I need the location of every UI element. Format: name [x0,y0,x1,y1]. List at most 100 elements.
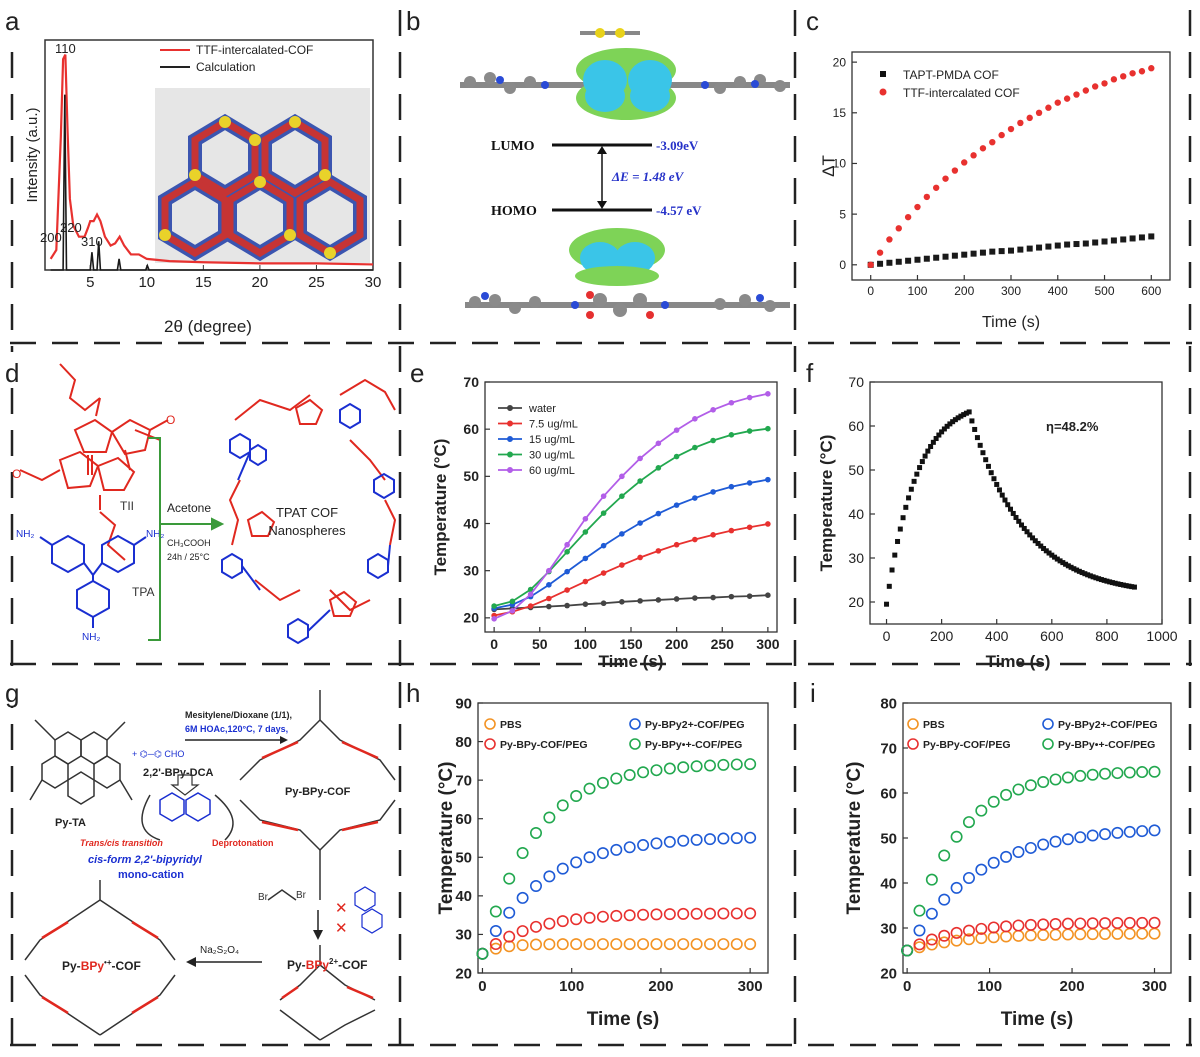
data-point [985,463,991,469]
data-point [637,766,650,779]
data-point [546,595,552,602]
data-point [527,591,534,598]
data-point [1131,584,1137,590]
x-tick-label: 1000 [1146,628,1177,644]
series-line-3 [493,427,768,607]
blocked-structures [354,886,383,934]
data-point [1129,584,1135,590]
panel-label-i: i [810,678,816,708]
y-tick-label: 70 [463,374,479,390]
y-tick-label: 70 [455,772,472,789]
y-tick-label: 90 [455,695,472,712]
panel-h-legend: PBS Py-BPy-COF/PEG Py-BPy2+-COF/PEG Py-BPy•… [484,718,745,751]
data-point [610,909,623,922]
data-point [637,455,643,462]
x-tick-label: 100 [559,978,584,995]
data-point [546,582,552,588]
data-point [987,931,1000,944]
py-bpy-radical-cof-framework [24,880,176,1036]
data-point [637,938,650,951]
data-point [1000,850,1013,863]
lumo-molecule-image [460,28,790,120]
data-point [655,465,662,471]
panel-c-ylabel: ΔT [819,155,838,177]
bromide-2: Br [296,890,307,901]
x-tick-label: 25 [308,274,325,291]
homo-value: -4.57 eV [656,203,702,218]
data-point [1061,928,1074,941]
data-point [1136,825,1149,838]
data-point-tapt [1138,234,1145,241]
tpa-amine-2: NH₂ [146,529,164,540]
data-point [1148,916,1161,929]
x-tick-label: 800 [1095,628,1119,644]
data-point [950,926,963,939]
data-point [564,541,570,548]
reaction-catalyst: CH₃COOH [167,538,211,548]
data-point [543,917,556,930]
y-tick-label: 20 [880,965,897,982]
data-point [1065,563,1071,569]
reagent-line-2: 6M HOAc,120°C, 7 days, [185,724,288,734]
x-tick-label: 0 [883,628,891,644]
data-point-ttf [1026,114,1033,122]
data-point-ttf [914,203,921,211]
data-point [975,932,988,945]
y-tick-label: 20 [455,965,472,982]
data-point [1101,577,1107,583]
data-point [963,410,969,416]
x-tick-label: 100 [977,978,1002,995]
cis-bipyridyl-structure [141,792,234,841]
legend-label: Py-BPy2+-COF/PEG [645,719,745,731]
legend-marker [507,467,513,473]
data-point [728,432,735,438]
data-point [491,615,497,622]
panel-label-b: b [406,6,420,36]
py-bpy-2plus-cof-framework [279,945,376,1041]
data-point [925,448,931,454]
data-point-ttf [1017,119,1024,127]
bromide-1: Br [258,892,269,903]
data-point [491,603,497,609]
data-point [1123,583,1129,589]
panel-a-xrd-chart: 5 10 15 20 25 30 TTF-intercalated-COF Calcula… [24,39,381,336]
tii-aldehyde-o: O [166,413,175,427]
legend-marker [629,718,641,730]
data-point [596,938,609,951]
data-point [917,465,923,471]
y-tick-label: 40 [880,875,897,892]
x-tick-label: 0 [490,636,498,652]
peak-label-220: 220 [60,220,82,235]
bpy-dca-structure-text: + ⌬─⌬ CHO [132,749,184,759]
data-point [692,415,698,422]
legend-marker [1042,718,1054,730]
data-point-ttf [1082,87,1090,94]
x-tick-label: 150 [619,636,643,652]
cis-form-label: cis-form 2,2'-bipyridyl [88,854,203,866]
data-point [947,421,953,427]
data-point [1052,554,1058,560]
panel-e-heating-curves-chart: 0 50 100 150 200 250 300 20 30 40 50 60 70 water 7.5 … [431,374,780,671]
data-point-tapt [905,257,912,264]
data-point [1010,510,1016,516]
panel-e-legend: water 7.5 ug/mL 15 ug/mL 30 ug/mL 60 ug/mL [498,403,578,477]
data-point [933,436,939,442]
data-point [619,473,625,480]
data-point [1012,783,1025,796]
data-point [663,835,676,848]
data-point [908,486,914,492]
data-point [1000,920,1013,933]
data-point [637,478,643,484]
data-point [1037,838,1050,851]
data-point [1104,578,1110,584]
data-point-tapt [970,250,977,257]
data-point-tapt [961,251,968,258]
y-tick-label: 30 [880,920,897,937]
panel-label-c: c [806,6,819,36]
data-point-ttf [951,167,959,174]
legend-marker [629,738,641,750]
panel-c-xlabel: Time (s) [982,314,1040,331]
legend-label: 60 ug/mL [529,465,575,477]
panel-label-g: g [5,678,19,708]
data-point [583,938,596,951]
